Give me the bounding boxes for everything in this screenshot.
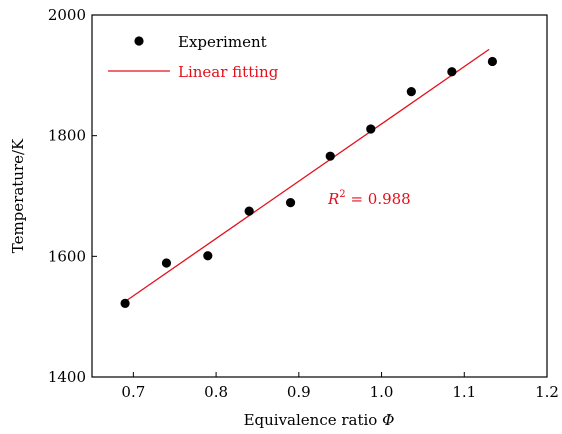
data-point bbox=[203, 251, 213, 261]
data-point bbox=[120, 298, 130, 308]
y-tick-label: 1600 bbox=[48, 247, 86, 265]
data-point bbox=[366, 124, 376, 134]
x-tick-label: 1.1 bbox=[452, 383, 476, 401]
x-tick-label: 0.7 bbox=[121, 383, 145, 401]
r-squared-annotation: R2 = 0.988 bbox=[327, 189, 411, 208]
data-point bbox=[285, 198, 296, 208]
r-value: = 0.988 bbox=[346, 190, 411, 208]
y-tick-label: 1400 bbox=[48, 368, 86, 386]
y-tick-label: 2000 bbox=[48, 6, 86, 24]
legend-label-experiment: Experiment bbox=[178, 33, 267, 51]
r-superscript: 2 bbox=[339, 189, 345, 200]
x-tick-label: 0.8 bbox=[204, 383, 228, 401]
x-axis-title-symbol: Φ bbox=[382, 411, 394, 429]
y-axis-title: Temperature/K bbox=[9, 138, 27, 253]
x-axis-title-text: Equivalence ratio bbox=[244, 411, 378, 429]
y-axis: 1400 1600 1800 2000 bbox=[48, 6, 97, 386]
data-point bbox=[487, 56, 497, 67]
data-point bbox=[161, 258, 172, 268]
r-symbol: R bbox=[327, 190, 339, 208]
legend-label-fit: Linear fitting bbox=[178, 63, 279, 81]
legend-marker-experiment bbox=[134, 36, 144, 46]
legend: Experiment Linear fitting bbox=[108, 33, 279, 81]
data-point bbox=[447, 67, 457, 77]
plot-frame bbox=[91, 14, 548, 378]
data-point bbox=[325, 151, 335, 161]
data-point bbox=[406, 87, 416, 97]
point-layer bbox=[120, 56, 497, 308]
x-axis-title: Equivalence ratio Φ bbox=[244, 411, 395, 429]
fit-layer bbox=[124, 48, 490, 303]
y-tick-label: 1800 bbox=[48, 127, 86, 145]
x-axis: 0.7 0.8 0.9 1.0 1.1 1.2 bbox=[121, 372, 559, 401]
fit-line bbox=[124, 48, 490, 303]
x-tick-label: 1.0 bbox=[370, 383, 394, 401]
x-tick-label: 1.2 bbox=[535, 383, 559, 401]
data-point bbox=[244, 206, 254, 216]
x-tick-label: 0.9 bbox=[287, 383, 311, 401]
